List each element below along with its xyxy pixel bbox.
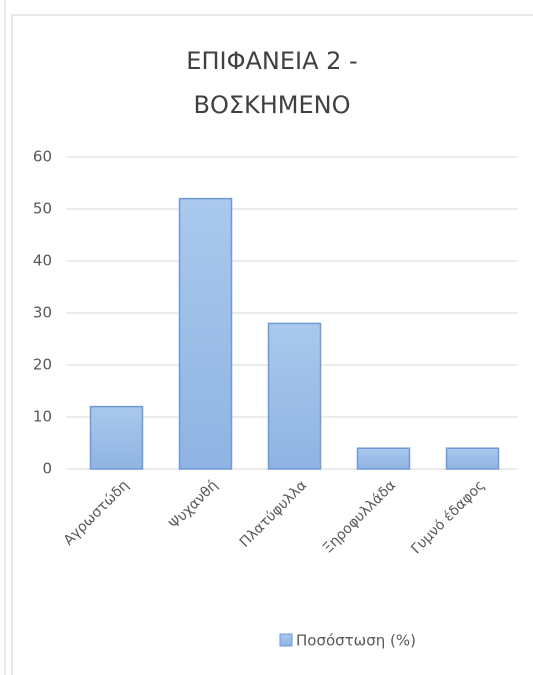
y-tick-label: 0 bbox=[42, 460, 52, 478]
bar bbox=[89, 405, 144, 470]
chart-title: ΕΠΙΦΑΝΕΙΑ 2 - bbox=[186, 47, 357, 75]
legend-label: Ποσόστωση (%) bbox=[296, 632, 416, 650]
x-tick-label: Πλατύφυλλα bbox=[237, 477, 310, 550]
x-tick-label: Ψυχανθή bbox=[166, 477, 221, 532]
x-tick-label: Ξηροφυλλάδα bbox=[320, 477, 399, 556]
y-tick-label: 50 bbox=[33, 200, 52, 218]
chart-title: ΒΟΣΚΗΜΕΝΟ bbox=[193, 91, 350, 119]
y-tick-label: 20 bbox=[33, 356, 52, 374]
legend-swatch bbox=[279, 633, 293, 647]
y-tick-label: 40 bbox=[33, 252, 52, 270]
x-tick-label: Γυμνό έδαφος bbox=[408, 477, 488, 557]
y-tick-label: 10 bbox=[33, 408, 52, 426]
bar bbox=[267, 322, 322, 470]
bar bbox=[178, 197, 233, 470]
x-tick-label: Αγρωστώδη bbox=[61, 477, 132, 548]
bar bbox=[356, 447, 411, 470]
y-tick-label: 30 bbox=[33, 304, 52, 322]
y-tick-label: 60 bbox=[33, 148, 52, 166]
bar bbox=[445, 447, 500, 470]
